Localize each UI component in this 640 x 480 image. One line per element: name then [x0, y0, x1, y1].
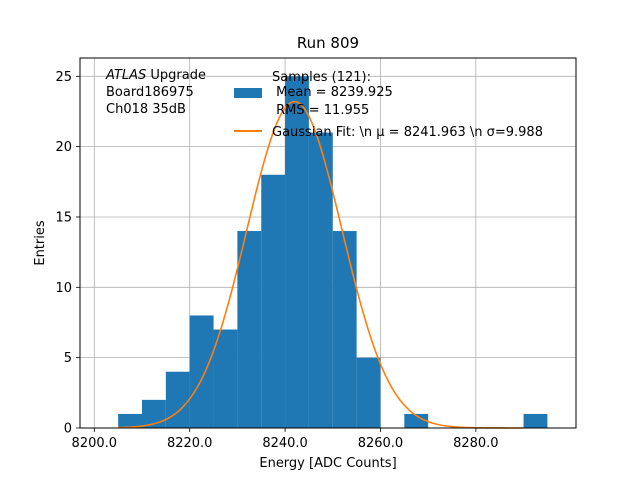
y-tick-label: 20	[55, 140, 72, 155]
histogram-bar	[142, 399, 166, 428]
atlas-annotation: ATLAS Upgrade Board186975 Ch018 35dB	[105, 68, 206, 117]
y-tick-label: 10	[55, 281, 72, 296]
legend-samples-rms: RMS = 11.955	[272, 103, 369, 118]
chart-title: Run 809	[297, 34, 359, 52]
x-tick-label: 8200.0	[72, 436, 118, 451]
legend-samples-mean: Mean = 8239.925	[272, 85, 393, 100]
histogram-bar	[213, 329, 238, 428]
legend: Samples (121): Mean = 8239.925 RMS = 11.…	[234, 70, 543, 140]
histogram-bar	[308, 132, 333, 428]
histogram-bar	[332, 231, 357, 428]
annotation-line: Ch018 35dB	[106, 102, 186, 117]
gaussian-fit	[118, 100, 524, 429]
y-tick-label: 0	[64, 422, 72, 437]
x-tick-label: 8240.0	[262, 436, 308, 451]
histogram-bar	[356, 357, 381, 428]
annotation-line: ATLAS Upgrade	[105, 68, 206, 83]
histogram-bars	[118, 76, 548, 428]
x-tick-label: 8260.0	[358, 436, 404, 451]
histogram-bar	[189, 315, 214, 428]
x-axis-ticks: 8200.0 8220.0 8240.0 8260.0 8280.0	[72, 428, 499, 451]
histogram-bar	[404, 413, 429, 428]
y-axis-ticks: 0 5 10 15 20 25	[55, 70, 80, 437]
x-tick-label: 8280.0	[453, 436, 499, 451]
gaussian-fit-curve	[118, 100, 524, 429]
x-tick-label: 8220.0	[167, 436, 213, 451]
histogram-bar	[165, 371, 190, 428]
x-axis-label: Energy [ADC Counts]	[259, 456, 396, 471]
plot-frame	[79, 57, 577, 429]
histogram-bar	[523, 413, 548, 428]
y-tick-label: 15	[55, 210, 72, 225]
legend-fit-label: Gaussian Fit: \n μ = 8241.963 \n σ=9.988	[272, 125, 543, 140]
histogram-bar	[237, 231, 262, 428]
legend-samples-line1: Samples (121):	[272, 70, 371, 85]
annotation-line: Board186975	[106, 85, 194, 100]
y-axis-label: Entries	[33, 220, 48, 266]
histogram-bar	[118, 413, 142, 428]
histogram-bar	[261, 174, 286, 428]
legend-marker-samples	[234, 88, 262, 98]
y-tick-label: 25	[55, 70, 72, 85]
y-tick-label: 5	[64, 351, 72, 366]
histogram-bar	[285, 76, 309, 428]
